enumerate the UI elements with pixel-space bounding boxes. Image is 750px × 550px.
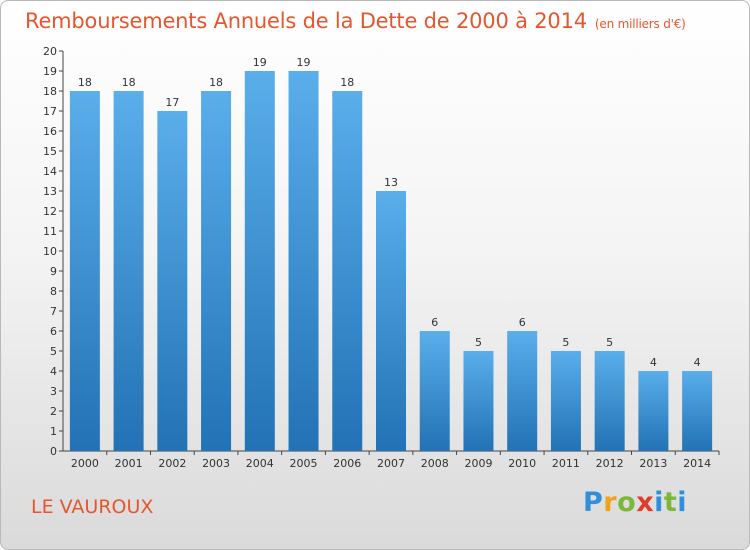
x-tick-label: 2009 (464, 457, 492, 470)
bar (419, 331, 450, 451)
x-tick-label: 2002 (158, 457, 186, 470)
commune-name: LE VAUROUX (31, 496, 154, 518)
proxiti-logo: Proxiti (583, 487, 687, 518)
x-tick-label: 2001 (115, 457, 143, 470)
y-tick-label: 2 (50, 405, 57, 418)
y-tick-label: 19 (43, 65, 57, 78)
logo-letter: i (677, 487, 688, 518)
data-label: 17 (165, 96, 179, 109)
y-tick-label: 12 (43, 205, 57, 218)
data-label: 4 (694, 356, 701, 369)
logo-letter: x (636, 487, 655, 518)
y-tick-label: 11 (43, 225, 57, 238)
y-tick-label: 20 (43, 45, 57, 58)
y-tick-label: 9 (50, 265, 57, 278)
y-tick-label: 16 (43, 125, 57, 138)
y-tick-label: 15 (43, 145, 57, 158)
chart-unit: (en milliers d'€) (594, 17, 686, 31)
bar (201, 91, 232, 451)
y-tick-label: 14 (43, 165, 57, 178)
bar (638, 371, 669, 451)
bar (507, 331, 538, 451)
bar (288, 71, 319, 451)
x-tick-label: 2008 (421, 457, 449, 470)
logo-letter: o (617, 487, 637, 518)
data-label: 13 (384, 176, 398, 189)
chart-title: Remboursements Annuels de la Dette de 20… (25, 9, 686, 33)
x-tick-label: 2013 (639, 457, 667, 470)
logo-letter: P (583, 487, 604, 518)
x-tick-label: 2005 (290, 457, 318, 470)
x-tick-label: 2012 (596, 457, 624, 470)
x-tick-label: 2011 (552, 457, 580, 470)
bar (69, 91, 100, 451)
bar (113, 91, 144, 451)
y-tick-label: 4 (50, 365, 57, 378)
x-tick-label: 2000 (71, 457, 99, 470)
logo-letter: r (603, 487, 618, 518)
bar (332, 91, 363, 451)
data-label: 19 (297, 56, 311, 69)
bar (376, 191, 406, 451)
data-label: 19 (253, 56, 267, 69)
data-label: 6 (431, 316, 438, 329)
chart-title-text: Remboursements Annuels de la Dette de 20… (25, 9, 587, 33)
y-tick-label: 8 (50, 285, 57, 298)
y-tick-label: 6 (50, 325, 57, 338)
data-label: 6 (519, 316, 526, 329)
x-tick-label: 2004 (246, 457, 274, 470)
data-label: 4 (650, 356, 657, 369)
bar (594, 351, 625, 451)
bar (244, 71, 275, 451)
y-tick-label: 13 (43, 185, 57, 198)
data-label: 18 (209, 76, 223, 89)
logo-letter: t (663, 487, 678, 518)
y-tick-label: 7 (50, 305, 57, 318)
y-tick-label: 5 (50, 345, 57, 358)
bar (682, 371, 713, 451)
data-label: 5 (562, 336, 569, 349)
x-tick-label: 2014 (683, 457, 711, 470)
x-tick-label: 2003 (202, 457, 230, 470)
x-tick-label: 2007 (377, 457, 405, 470)
y-tick-label: 17 (43, 105, 57, 118)
bar (157, 111, 188, 451)
y-tick-label: 3 (50, 385, 57, 398)
x-tick-label: 2006 (333, 457, 361, 470)
y-tick-label: 10 (43, 245, 57, 258)
y-tick-label: 1 (50, 425, 57, 438)
y-tick-label: 0 (50, 445, 57, 458)
data-label: 5 (606, 336, 613, 349)
y-tick-label: 18 (43, 85, 57, 98)
bar (550, 351, 581, 451)
logo-letter: i (654, 487, 664, 518)
data-label: 18 (340, 76, 354, 89)
data-label: 18 (78, 76, 92, 89)
data-label: 18 (122, 76, 136, 89)
bar (463, 351, 494, 451)
x-tick-label: 2010 (508, 457, 536, 470)
data-label: 5 (475, 336, 482, 349)
